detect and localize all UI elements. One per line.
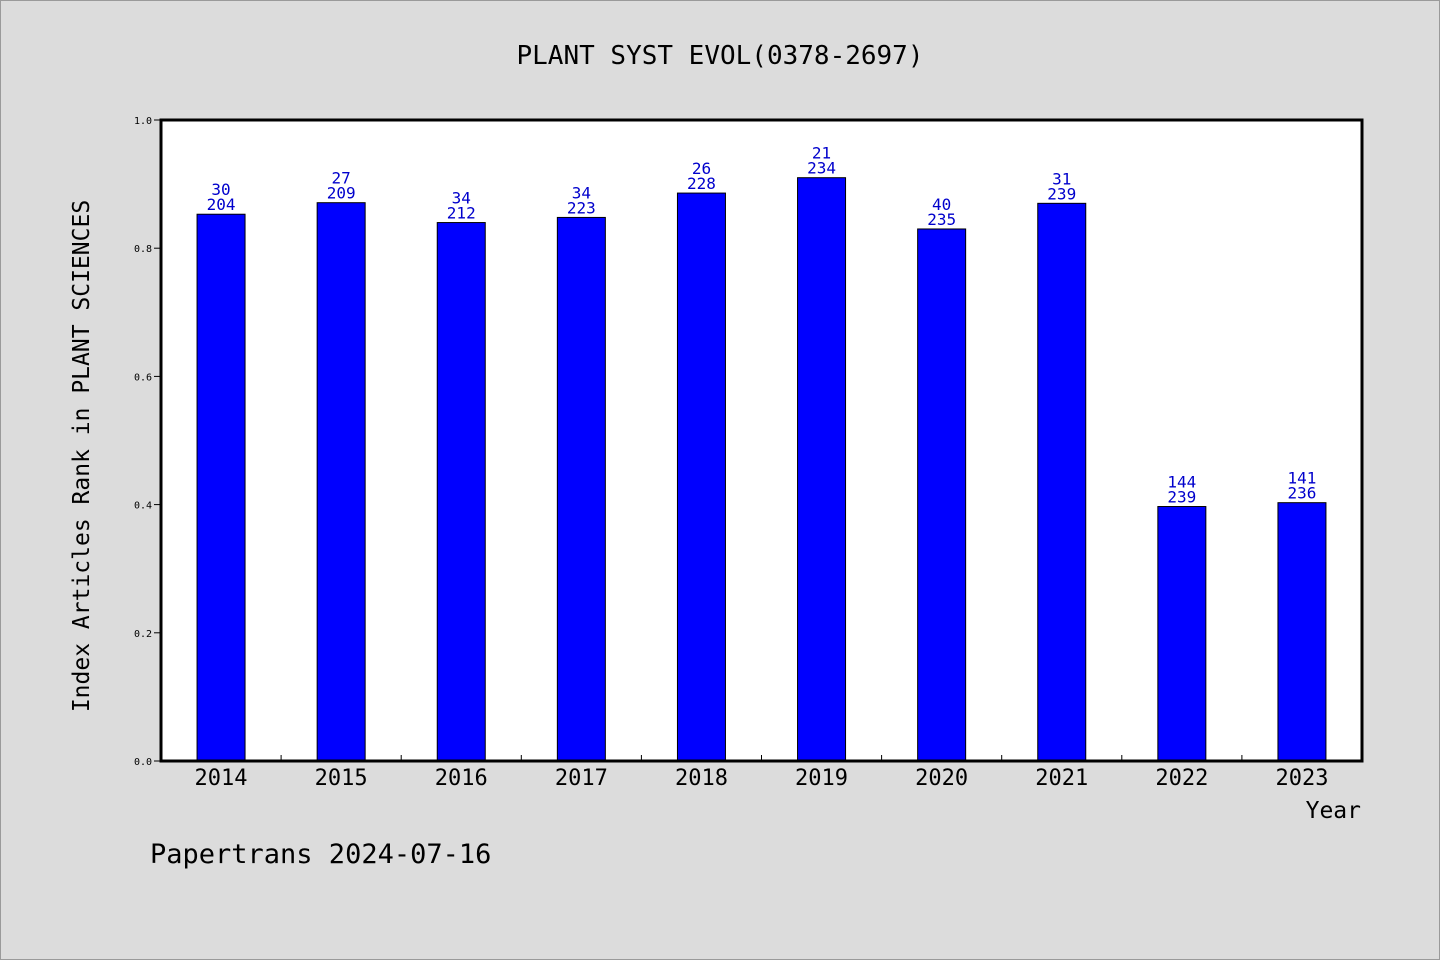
x-tick-label: 2019 xyxy=(795,766,848,791)
bar-2019 xyxy=(797,177,847,762)
bar-total-label: 228 xyxy=(687,174,716,193)
bar-rank-label: 21 xyxy=(812,144,831,163)
x-tick-label: 2014 xyxy=(195,766,248,791)
bar-series xyxy=(196,177,1327,762)
bar-2021 xyxy=(1037,202,1087,762)
y-tick-label: 1.0 xyxy=(134,116,152,127)
bar-rank-label: 144 xyxy=(1167,473,1196,492)
y-tick-label: 0.8 xyxy=(134,244,152,255)
bar-rank-label: 34 xyxy=(452,189,471,208)
bar-total-label: 235 xyxy=(927,210,956,229)
bar-2018 xyxy=(676,192,726,762)
x-axis-label: Year xyxy=(1306,798,1361,824)
bar-2014 xyxy=(196,213,246,762)
bar-2017 xyxy=(556,216,606,762)
x-tick-label: 2018 xyxy=(675,766,728,791)
bar-total-label: 234 xyxy=(807,159,836,178)
x-tick-label: 2020 xyxy=(915,766,968,791)
bar-rank-label: 141 xyxy=(1287,469,1316,488)
x-tick-label: 2023 xyxy=(1275,766,1328,791)
bar-2022 xyxy=(1157,506,1207,762)
bar-total-label: 239 xyxy=(1047,184,1076,203)
x-tick-label: 2016 xyxy=(435,766,488,791)
bar-total-label: 209 xyxy=(327,184,356,203)
y-tick-label: 0.2 xyxy=(134,629,152,640)
footer-text: Papertrans 2024-07-16 xyxy=(150,839,491,870)
y-tick-label: 0.6 xyxy=(134,372,152,383)
y-tick-label: 0.4 xyxy=(134,501,152,512)
bar-rank-label: 26 xyxy=(692,159,711,178)
bar-rank-label: 30 xyxy=(211,180,230,199)
y-axis: 0.0 0.2 0.4 0.6 0.8 1.0 xyxy=(134,116,161,768)
x-tick-label: 2021 xyxy=(1035,766,1088,791)
bar-rank-label: 40 xyxy=(932,195,951,214)
bar-2020 xyxy=(917,228,967,762)
bar-total-label: 204 xyxy=(207,195,236,214)
bar-2015 xyxy=(316,202,366,762)
bar-rank-label: 31 xyxy=(1052,169,1071,188)
bar-2023 xyxy=(1277,502,1327,762)
x-tick-label: 2017 xyxy=(555,766,608,791)
x-tick-label: 2022 xyxy=(1155,766,1208,791)
x-axis: 2014 2015 2016 2017 2018 2019 2020 2021 2022 2023 xyxy=(195,755,1328,791)
plot-frame xyxy=(159,118,1364,763)
bar-total-label: 239 xyxy=(1167,488,1196,507)
y-axis-label: Index Articles Rank in PLANT SCIENCES xyxy=(69,200,95,712)
bar-rank-label: 27 xyxy=(332,169,351,188)
bar-total-label: 223 xyxy=(567,198,596,217)
bar-total-label: 212 xyxy=(447,204,476,223)
bar-rank-label: 34 xyxy=(572,183,591,202)
chart-title: PLANT SYST EVOL(0378-2697) xyxy=(517,41,924,71)
x-tick-label: 2015 xyxy=(315,766,368,791)
bar-2016 xyxy=(436,222,486,762)
bar-total-label: 236 xyxy=(1287,484,1316,503)
y-tick-label: 0.0 xyxy=(134,757,152,768)
